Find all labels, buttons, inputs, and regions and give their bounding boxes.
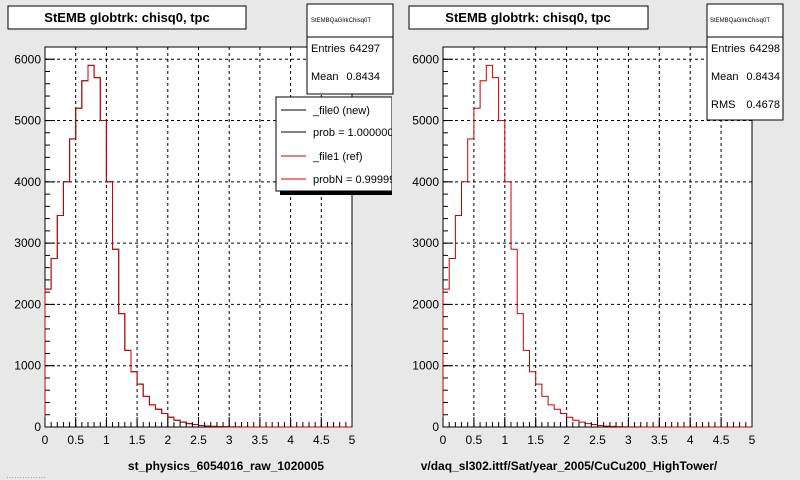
right-x-tick-label: 2.5 (589, 433, 606, 447)
right-x-tick-label: 3.5 (651, 433, 668, 447)
left-x-tick-label: 1 (103, 433, 110, 447)
left-stats-mean-value: 0.8434 (346, 71, 380, 83)
left-x-tick-label: 4 (287, 433, 294, 447)
right-title-box (408, 5, 649, 30)
left-title: StEMB globtrk: chisq0, tpc (44, 10, 209, 25)
right-stats-rms-label: RMS (711, 99, 735, 111)
left-x-tick-label: 2.5 (190, 433, 207, 447)
left-y-tick-label: 4000 (14, 175, 41, 189)
left-x-tick-label: 2 (164, 433, 171, 447)
left-legend-label-1: prob = 1.000000 (313, 127, 393, 139)
left-stats-entries-value: 64297 (349, 43, 380, 55)
left-y-tick-label: 2000 (14, 297, 41, 311)
left-y-ticks: 0 1000 2000 3000 4000 5000 6000 (14, 46, 55, 434)
right-x-tick-label: 0.5 (466, 433, 483, 447)
left-stats-box (306, 3, 394, 95)
right-x-label: v/daq_sl302.ittf/Sat/year_2005/CuCu200_H… (421, 459, 718, 473)
left-x-tick-label: 0.5 (67, 433, 84, 447)
right-stats-mean-value: 0.8434 (746, 71, 780, 83)
left-legend-clip (392, 95, 402, 199)
left-title-box (7, 5, 247, 30)
left-stats-mean-label: Mean (311, 71, 339, 83)
left-y-tick-label: 3000 (14, 236, 41, 250)
right-stats-box (706, 3, 784, 121)
left-x-label: st_physics_6054016_raw_1020005 (128, 459, 324, 473)
left-legend-label-3: probN = 0.999999 (313, 174, 401, 186)
right-y-tick-label: 4000 (412, 175, 439, 189)
right-y-tick-label: 0 (432, 420, 439, 434)
left-x-tick-label: 1.5 (129, 433, 146, 447)
right-y-tick-label: 5000 (412, 114, 439, 128)
right-x-tick-label: 4.5 (713, 433, 730, 447)
right-x-tick-label: 1 (501, 433, 508, 447)
right-y-tick-label: 2000 (412, 297, 439, 311)
left-legend-label-2: _file1 (ref) (312, 151, 363, 163)
left-x-tick-label: 4.5 (313, 433, 330, 447)
right-title: StEMB globtrk: chisq0, tpc (445, 10, 610, 25)
left-x-tick-label: 3 (226, 433, 233, 447)
right-stats-entries-value: 64298 (749, 43, 780, 55)
right-y-ticks: 0 1000 2000 3000 4000 5000 6000 (412, 46, 453, 434)
left-x-tick-label: 5 (349, 433, 356, 447)
right-x-ticks: 0 0.5 1 1.5 2 2.5 3 3.5 4 4.5 5 (440, 417, 756, 447)
right-x-tick-label: 0 (440, 433, 447, 447)
right-y-tick-label: 1000 (412, 359, 439, 373)
left-y-tick-label: 1000 (14, 359, 41, 373)
footer-left-text: …………… (6, 471, 46, 480)
right-x-tick-label: 2 (563, 433, 570, 447)
right-x-tick-label: 3 (625, 433, 632, 447)
right-x-tick-label: 5 (749, 433, 756, 447)
left-y-tick-label: 0 (34, 420, 41, 434)
left-legend-label-0: _file0 (new) (312, 105, 370, 117)
right-stats-mean-label: Mean (711, 71, 739, 83)
right-stats-label: StEMBQaGlrkChisq0T (710, 18, 770, 24)
right-frame (442, 46, 753, 428)
right-y-tick-label: 6000 (412, 52, 439, 66)
left-stats-label: StEMBQaGlrkChisq0T (311, 18, 371, 24)
right-x-tick-label: 1.5 (527, 433, 544, 447)
left-panel: 0 0.5 1 1.5 2 2.5 3 3.5 4 4.5 5 0 1000 2000 3000 4000 5… (7, 3, 402, 473)
right-y-tick-label: 3000 (412, 236, 439, 250)
right-x-tick-label: 4 (687, 433, 694, 447)
left-legend-box (275, 96, 393, 192)
left-stats-entries-label: Entries (311, 43, 346, 55)
right-panel: 0 0.5 1 1.5 2 2.5 3 3.5 4 4.5 5 0 1000 2000 3000 4000 5… (408, 3, 784, 473)
right-stats-entries-label: Entries (711, 43, 746, 55)
left-x-tick-label: 0 (42, 433, 49, 447)
left-y-tick-label: 6000 (14, 52, 41, 66)
left-x-ticks: 0 0.5 1 1.5 2 2.5 3 3.5 4 4.5 5 (42, 417, 356, 447)
right-stats-rms-value: 0.4678 (746, 99, 780, 111)
left-y-tick-label: 5000 (14, 114, 41, 128)
left-x-tick-label: 3.5 (252, 433, 269, 447)
